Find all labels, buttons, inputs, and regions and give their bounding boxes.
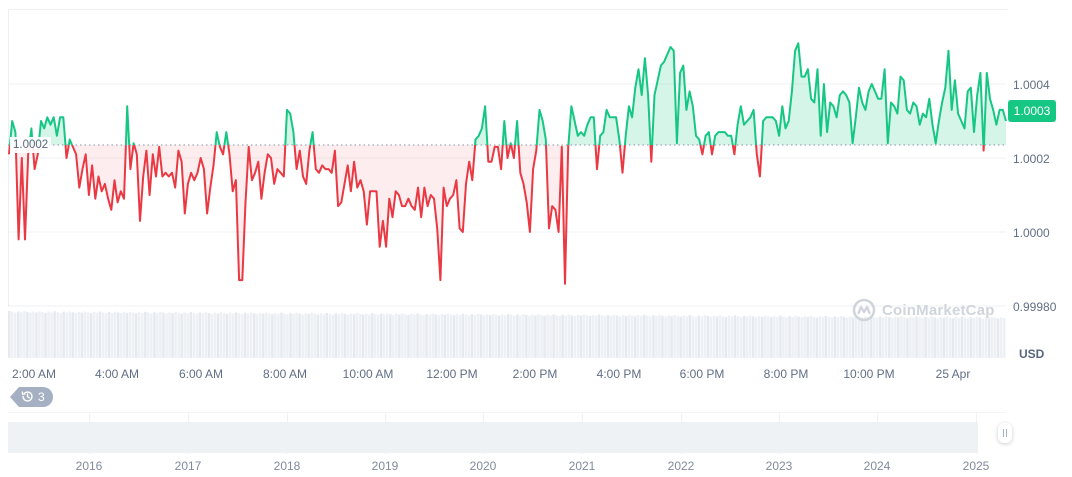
price-line [8,42,1007,285]
navigator-year-label: 2018 [273,459,301,473]
y-tick-label: 0.99980 [1013,300,1057,314]
x-tick-label: 2:00 AM [11,367,57,381]
navigator-selected-range[interactable] [8,422,978,453]
history-clock-icon [21,391,33,402]
events-badge-pointer [10,386,19,407]
navigator-year-label: 2017 [174,459,202,473]
price-chart[interactable] [0,0,1072,360]
drag-handle-icon [1003,429,1004,437]
navigator-year-label: 2023 [765,459,793,473]
navigator-year-label: 2022 [667,459,695,473]
x-tick-label: 2:00 PM [512,367,558,381]
navigator-year-label: 2021 [568,459,596,473]
navigator-drag-handle[interactable] [998,423,1012,443]
x-tick-label: 25 Apr [935,367,971,381]
current-price-tag: 1.0003 [1008,100,1056,122]
x-tick-label: 8:00 AM [262,367,308,381]
x-tick-label: 6:00 PM [679,367,725,381]
y-tick-label: 1.0004 [1013,78,1050,92]
x-tick-label: 10:00 PM [843,367,895,381]
coinmarketcap-watermark: CoinMarketCap [852,298,995,322]
currency-unit-label: USD [1019,347,1045,361]
x-tick-label: 8:00 PM [763,367,809,381]
y-tick-label: 1.0000 [1013,226,1050,240]
volume-bars [8,309,1006,358]
events-count: 3 [38,389,45,404]
navigator-year-label: 2020 [469,459,497,473]
coinmarketcap-logo-icon [852,298,876,322]
navigator-year-label: 2024 [863,459,891,473]
x-tick-label: 10:00 AM [342,367,394,381]
x-tick-label: 6:00 AM [178,367,224,381]
baseline-label: 1.0002 [10,137,52,153]
navigator-year-label: 2019 [371,459,399,473]
range-navigator[interactable] [8,412,1006,454]
x-tick-label: 4:00 PM [596,367,642,381]
y-tick-label: 1.0002 [1013,152,1050,166]
navigator-year-label: 2016 [75,459,103,473]
chart-plot-frame [8,9,1007,307]
area-fills [9,43,1006,284]
x-tick-label: 12:00 PM [426,367,478,381]
navigator-year-label: 2025 [962,459,990,473]
watermark-text: CoinMarketCap [882,301,995,319]
events-badge[interactable]: 3 [10,386,53,407]
x-tick-label: 4:00 AM [94,367,140,381]
